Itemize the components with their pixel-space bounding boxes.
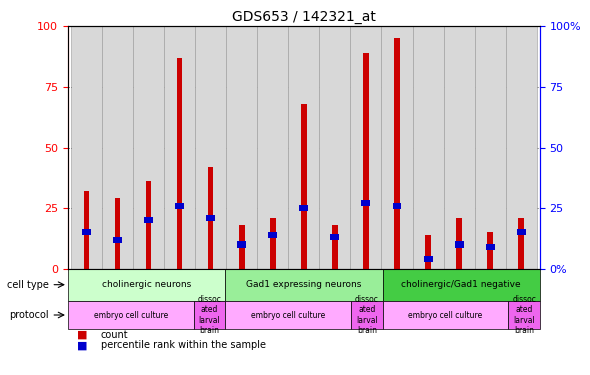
- Bar: [133, 26, 164, 269]
- Text: Gad1 expressing neurons: Gad1 expressing neurons: [246, 280, 362, 289]
- Bar: [425, 235, 431, 269]
- Text: dissoc
ated
larval
brain: dissoc ated larval brain: [355, 295, 379, 335]
- Bar: [299, 205, 309, 211]
- Bar: [519, 218, 524, 269]
- Bar: [270, 218, 276, 269]
- Text: dissoc
ated
larval
brain: dissoc ated larval brain: [512, 295, 536, 335]
- Bar: [71, 26, 102, 269]
- Bar: [474, 26, 506, 269]
- Bar: [424, 256, 432, 262]
- Bar: [363, 53, 369, 269]
- Bar: [486, 244, 494, 250]
- Bar: [487, 232, 493, 269]
- Text: ■: ■: [77, 330, 88, 340]
- Text: protocol: protocol: [9, 310, 49, 320]
- Bar: [392, 202, 401, 209]
- Bar: [257, 26, 289, 269]
- Bar: [194, 301, 225, 329]
- Bar: [456, 218, 462, 269]
- Bar: [113, 237, 122, 243]
- Text: ■: ■: [77, 340, 88, 350]
- Bar: [195, 26, 226, 269]
- Bar: [114, 198, 120, 269]
- Bar: [237, 242, 246, 248]
- Bar: [509, 301, 540, 329]
- Text: percentile rank within the sample: percentile rank within the sample: [101, 340, 266, 350]
- Bar: [164, 26, 195, 269]
- Text: cholinergic/Gad1 negative: cholinergic/Gad1 negative: [401, 280, 521, 289]
- Bar: [319, 26, 350, 269]
- Text: embryo cell culture: embryo cell culture: [408, 310, 483, 320]
- Bar: [506, 26, 537, 269]
- Bar: [226, 26, 257, 269]
- Bar: [68, 269, 225, 301]
- Bar: [68, 301, 194, 329]
- Bar: [444, 26, 474, 269]
- Bar: [206, 215, 215, 221]
- Bar: [289, 26, 319, 269]
- Bar: [350, 26, 382, 269]
- Bar: [175, 202, 184, 209]
- Bar: [146, 182, 152, 269]
- Bar: [301, 104, 307, 269]
- Bar: [225, 269, 382, 301]
- Text: dissoc
ated
larval
brain: dissoc ated larval brain: [198, 295, 221, 335]
- Bar: [382, 301, 509, 329]
- Bar: [239, 225, 244, 269]
- Text: cell type: cell type: [7, 280, 49, 290]
- Bar: [382, 269, 540, 301]
- Bar: [144, 217, 153, 223]
- Bar: [332, 225, 337, 269]
- Bar: [82, 230, 91, 236]
- Text: count: count: [101, 330, 129, 340]
- Bar: [517, 230, 526, 236]
- Bar: [362, 200, 371, 206]
- Bar: [382, 26, 412, 269]
- Text: cholinergic neurons: cholinergic neurons: [102, 280, 191, 289]
- Bar: [102, 26, 133, 269]
- Text: embryo cell culture: embryo cell culture: [251, 310, 325, 320]
- Bar: [455, 242, 464, 248]
- Bar: [268, 232, 277, 238]
- Bar: [208, 167, 214, 269]
- Bar: [330, 234, 339, 240]
- Title: GDS653 / 142321_at: GDS653 / 142321_at: [232, 10, 376, 24]
- Bar: [225, 301, 351, 329]
- Bar: [412, 26, 444, 269]
- Bar: [177, 58, 182, 269]
- Bar: [84, 191, 89, 269]
- Text: embryo cell culture: embryo cell culture: [94, 310, 168, 320]
- Bar: [394, 38, 400, 269]
- Bar: [351, 301, 382, 329]
